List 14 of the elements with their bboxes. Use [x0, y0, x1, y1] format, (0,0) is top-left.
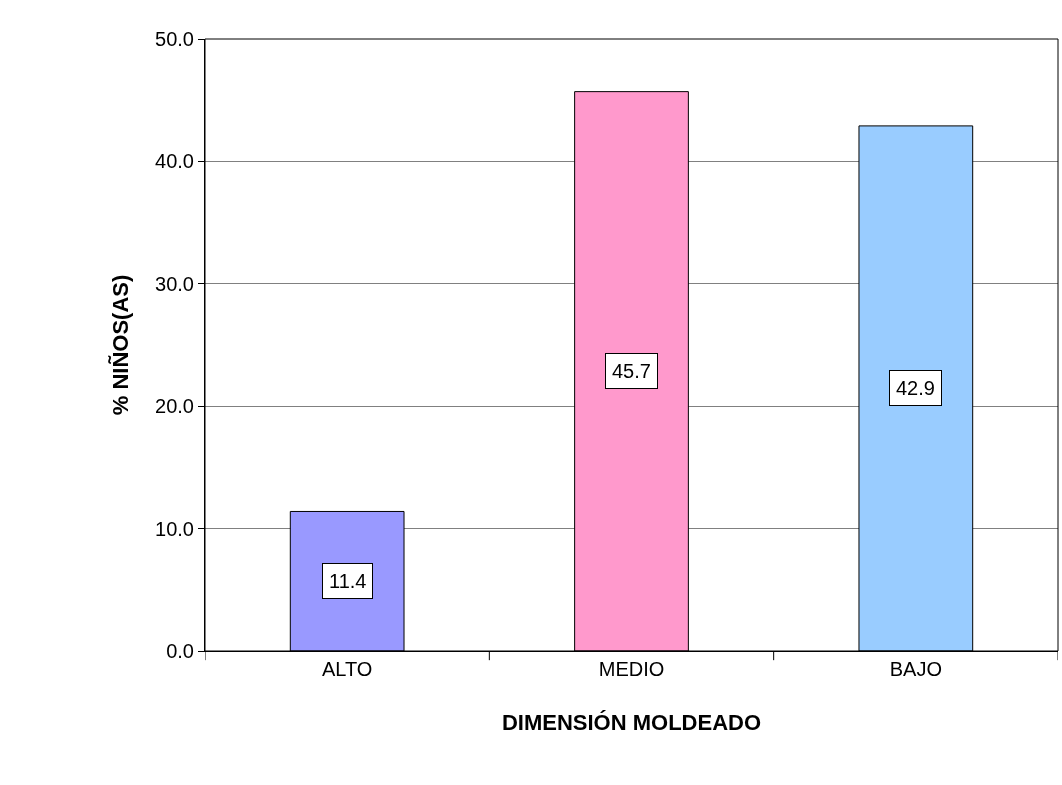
y-tick-label: 40.0: [155, 150, 194, 173]
y-tick-label: 20.0: [155, 395, 194, 418]
x-tick-label: ALTO: [321, 658, 373, 680]
data-label: 42.9: [896, 377, 935, 399]
x-tick-label: BAJO: [889, 658, 942, 680]
y-tick-label: 0.0: [166, 640, 194, 662]
y-tick-label: 30.0: [155, 272, 194, 295]
y-tick-label: 50.0: [155, 28, 194, 50]
data-label: 45.7: [612, 360, 651, 382]
x-tick-label: MEDIO: [598, 658, 665, 680]
y-tick-label: 10.0: [155, 517, 194, 540]
x-axis-title: DIMENSIÓN MOLDEADO: [501, 709, 762, 735]
data-label: 11.4: [329, 570, 367, 592]
y-axis-title: % NIÑOS(AS): [107, 274, 133, 416]
